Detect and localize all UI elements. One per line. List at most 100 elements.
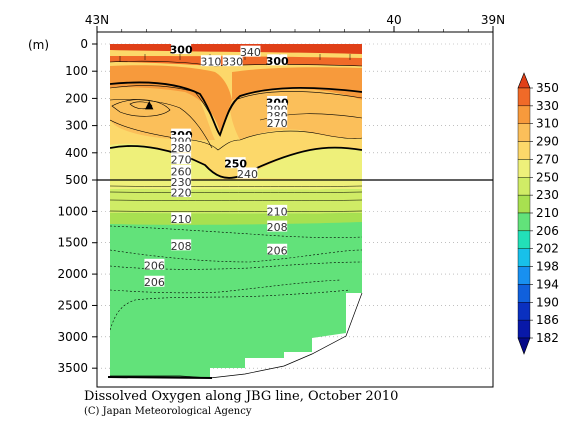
contour-label-bg (267, 243, 288, 255)
colorbar-label: 194 (536, 277, 559, 291)
y-tick-label: 1500 (57, 236, 88, 250)
colorbar-swatch (517, 230, 531, 249)
colorbar-label: 186 (536, 313, 559, 327)
contour-label-bg (267, 204, 288, 216)
colorbar-label: 310 (536, 117, 559, 131)
colorbar-swatch (517, 105, 531, 124)
seafloor-marker (107, 376, 213, 379)
contour-label: 206 (144, 259, 165, 272)
colorbar-label: 202 (536, 242, 559, 256)
contour-label-bg (171, 141, 192, 153)
contour-label-bg (171, 128, 192, 140)
y-tick-label: 500 (65, 173, 88, 187)
colorbar-swatch (517, 177, 531, 196)
chart-title: Dissolved Oxygen along JBG line, October… (84, 389, 398, 404)
colorbar-swatch (517, 141, 531, 160)
y-tick-label: 2000 (57, 267, 88, 281)
contour-label-bg (171, 164, 192, 176)
colorbar-label: 190 (536, 295, 559, 309)
colorbar-label: 198 (536, 260, 559, 274)
contour-label: 206 (267, 244, 288, 257)
colorbar-label: 250 (536, 170, 559, 184)
colorbar-swatch (517, 266, 531, 285)
contour-labels: 3003103303403003002902802703002902802702… (144, 42, 289, 289)
x-tick-label: 39N (481, 13, 505, 27)
contour-label: 208 (267, 221, 288, 234)
colorbar-label: 206 (536, 224, 559, 238)
contour-label-bg (267, 220, 288, 232)
contour-label-bg (237, 167, 258, 179)
colorbar-label: 182 (536, 331, 559, 345)
contour-label: 270 (267, 117, 288, 130)
contour-label: 260 (171, 165, 192, 178)
contour-label-bg (225, 157, 246, 169)
contour-label-bg (144, 275, 165, 287)
colorbar-label: 230 (536, 188, 559, 202)
y-axis-label: (m) (28, 38, 49, 52)
colorbar-swatch (517, 319, 531, 339)
contour-label: 300 (170, 43, 193, 56)
x-tick-label: 43N (85, 13, 109, 27)
y-tick-label: 2500 (57, 298, 88, 312)
contour-label: 280 (171, 142, 192, 155)
colorbar-label: 270 (536, 152, 559, 166)
contour-label: 230 (171, 176, 192, 189)
y-tick-label: 3000 (57, 330, 88, 344)
seafloor-line (110, 292, 363, 379)
x-axis: 43N 40 39N (85, 13, 505, 32)
colorbar-swatch (517, 248, 531, 267)
contour-label: 250 (224, 158, 247, 171)
contour-label-bg (144, 258, 165, 270)
colorbar: 350 330 310 290 270 250 230 210 206 202 198 194 190 1… (517, 72, 559, 355)
contour-label-bg (171, 239, 192, 251)
contour-label: 240 (237, 168, 258, 181)
contour-label: 220 (171, 187, 192, 200)
contour-label-bg (171, 153, 192, 165)
y-axis: 0 100 200 300 400 500 1000 1500 2000 2500 3000 3500 (57, 37, 97, 375)
colorbar-swatch (517, 284, 531, 303)
contour-label-bg (171, 42, 192, 54)
contour-label: 310 (200, 56, 221, 69)
x-tick-label: 40 (386, 13, 401, 27)
contour-label-bg (171, 186, 192, 198)
y-tick-label: 400 (65, 146, 88, 160)
colorbar-label: 210 (536, 206, 559, 220)
contour-label-bg (171, 175, 192, 187)
y-tick-label: 0 (80, 37, 88, 51)
contour-label-bg (267, 102, 288, 114)
maximum-marker: ▲ (145, 98, 154, 111)
contour-label-bg (171, 134, 192, 146)
y-tick-label: 100 (65, 64, 88, 78)
contour-label-bg (200, 55, 221, 67)
y-tick-label: 1000 (57, 204, 88, 218)
colorbar-label: 330 (536, 99, 559, 113)
contour-label-bg (240, 45, 261, 57)
contour-label-bg (267, 116, 288, 128)
colorbar-swatch (517, 194, 531, 214)
colorbar-label: 290 (536, 135, 559, 149)
contour-label-bg (171, 212, 192, 224)
contour-label-bg (267, 54, 288, 66)
contour-label-bg (222, 55, 243, 67)
contour-label: 208 (171, 240, 192, 253)
colorbar-swatch (517, 212, 531, 232)
contour-label-bg (267, 109, 288, 121)
y-tick-label: 3500 (57, 361, 88, 375)
contour-label-bg (267, 95, 288, 107)
contour-label: 330 (222, 56, 243, 69)
colorbar-swatch (517, 159, 531, 178)
y-tick-label: 200 (65, 91, 88, 105)
colorbar-swatch (517, 123, 531, 142)
contour-label: 340 (240, 46, 261, 59)
chart-credit: (C) Japan Meteorological Agency (84, 406, 252, 417)
colorbar-top-triangle (517, 72, 531, 89)
colorbar-swatch (517, 87, 531, 107)
colorbar-label: 350 (536, 81, 559, 95)
y-tick-label: 300 (65, 119, 88, 133)
contour-label: 206 (144, 276, 165, 289)
contour-label: 300 (266, 55, 289, 68)
contour-label: 210 (267, 205, 288, 218)
contour-label: 210 (171, 213, 192, 226)
colorbar-bottom-triangle (517, 337, 531, 355)
